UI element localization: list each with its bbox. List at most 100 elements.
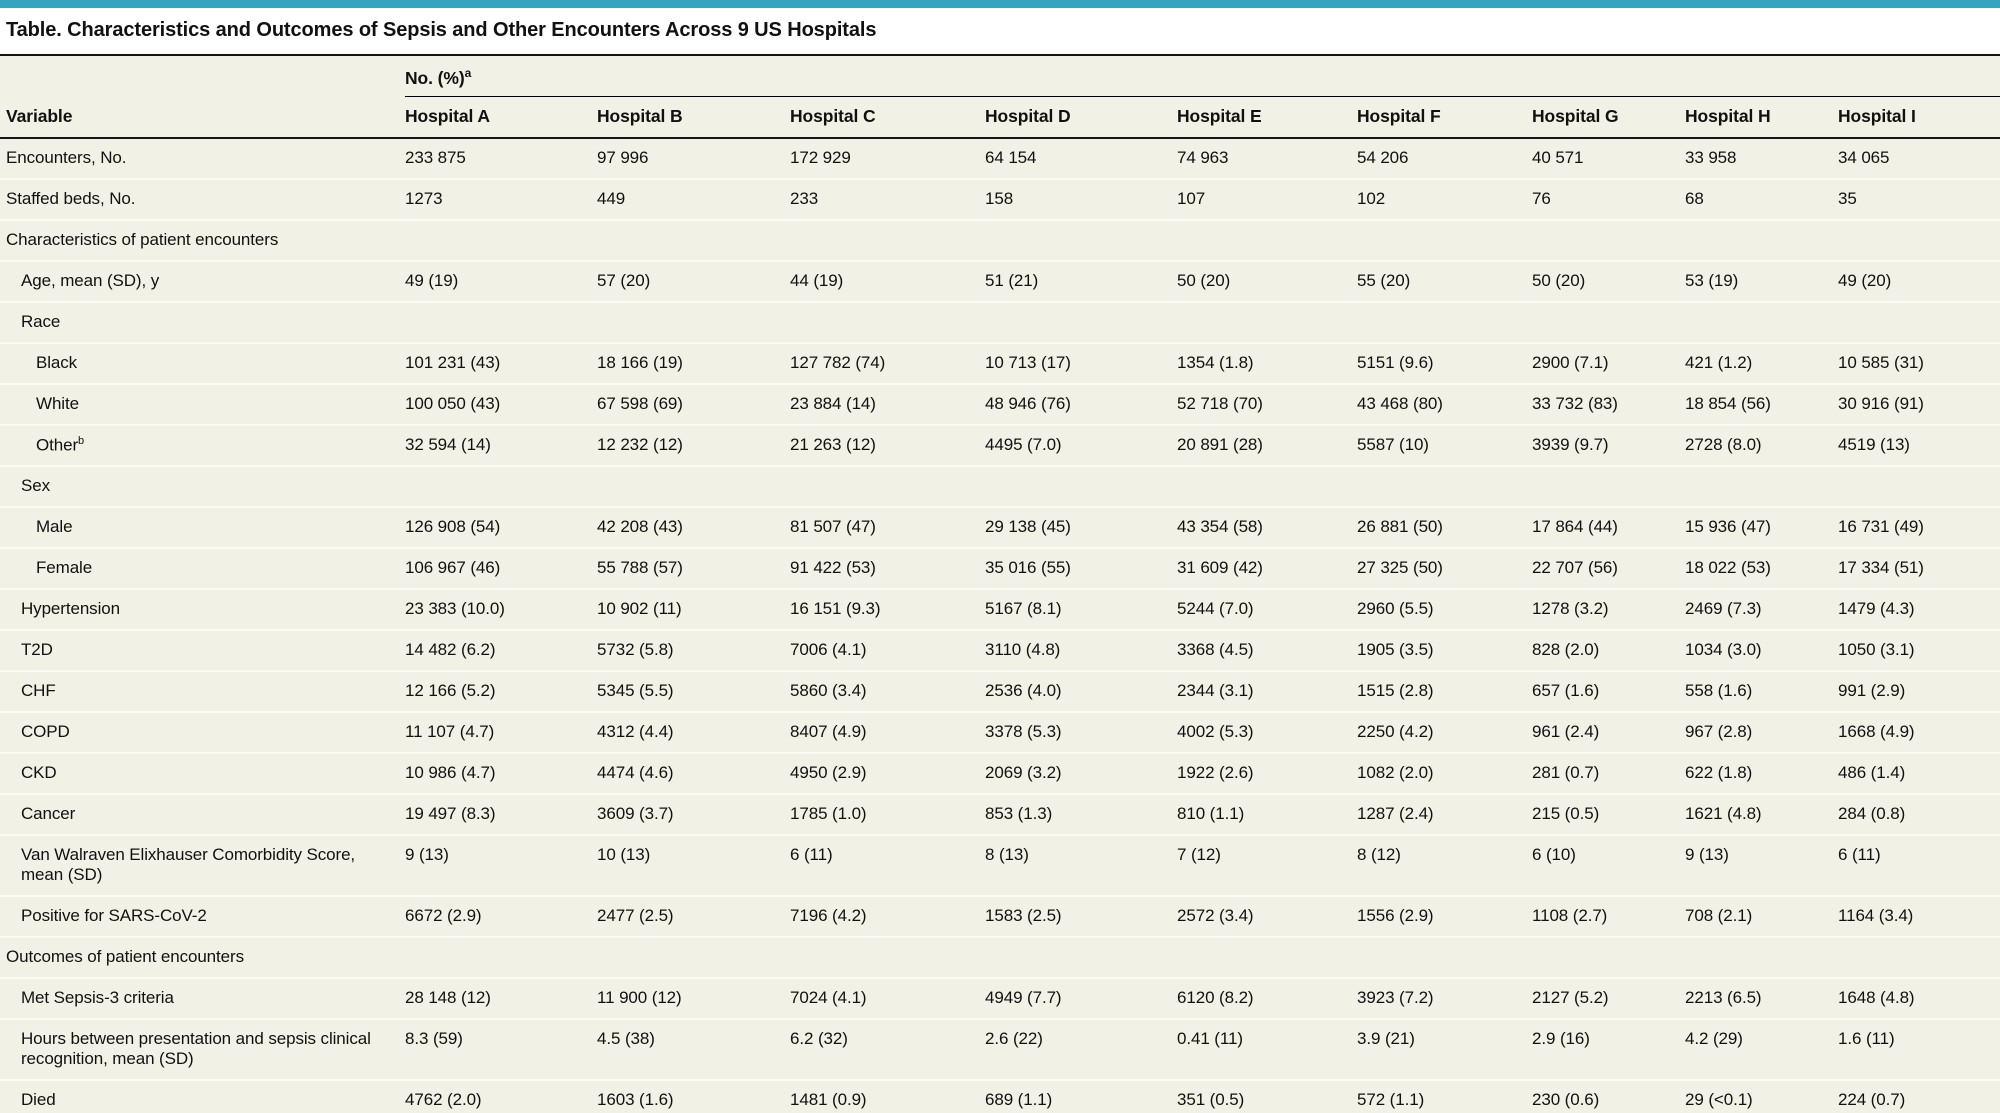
value-cell: 6 (11) bbox=[1838, 835, 2000, 898]
value-cell: 233 bbox=[790, 178, 985, 221]
group-header-cell: No. (%)a bbox=[405, 56, 2000, 97]
value-cell: 1922 (2.6) bbox=[1177, 753, 1357, 796]
value-cell: 4950 (2.9) bbox=[790, 753, 985, 796]
value-cell: 1621 (4.8) bbox=[1685, 794, 1838, 837]
row-label: Positive for SARS-CoV-2 bbox=[21, 906, 207, 926]
row-label: Other bbox=[36, 435, 79, 455]
value-cell: 5151 (9.6) bbox=[1357, 342, 1532, 385]
table-row: Died 4762 (2.0) 1603 (1.6) 1481 (0.9) 689 (1… bbox=[0, 1080, 2000, 1113]
value-cell: 11 900 (12) bbox=[597, 978, 790, 1021]
row-label: Encounters, No. bbox=[6, 147, 127, 167]
value-cell: 486 (1.4) bbox=[1838, 753, 2000, 796]
value-cell: 828 (2.0) bbox=[1532, 630, 1685, 673]
value-cell: 2960 (5.5) bbox=[1357, 589, 1532, 632]
section-row: Characteristics of patient encounters bbox=[0, 219, 2000, 262]
column-header-hospital-d: Hospital D bbox=[985, 96, 1177, 139]
value-cell: 5587 (10) bbox=[1357, 424, 1532, 468]
table-row: Hypertension 23 383 (10.0) 10 902 (11) 16 1… bbox=[0, 589, 2000, 632]
value-cell: 57 (20) bbox=[597, 260, 790, 303]
value-cell: 8 (12) bbox=[1357, 835, 1532, 898]
row-label: Hours between presentation and sepsis cl… bbox=[21, 1029, 371, 1069]
value-cell: 558 (1.6) bbox=[1685, 671, 1838, 714]
row-label: Outcomes of patient encounters bbox=[6, 947, 244, 967]
value-cell: 3609 (3.7) bbox=[597, 794, 790, 837]
value-cell: 49 (20) bbox=[1838, 260, 2000, 303]
value-cell: 64 154 bbox=[985, 137, 1177, 180]
value-cell: 215 (0.5) bbox=[1532, 794, 1685, 837]
value-cell: 1278 (3.2) bbox=[1532, 589, 1685, 632]
row-label: CKD bbox=[21, 763, 57, 783]
value-cell: 172 929 bbox=[790, 137, 985, 180]
column-header-hospital-e: Hospital E bbox=[1177, 96, 1357, 139]
table-row: COPD 11 107 (4.7) 4312 (4.4) 8407 (4.9) 3378… bbox=[0, 712, 2000, 755]
row-label: Male bbox=[36, 517, 73, 537]
value-cell: 572 (1.1) bbox=[1357, 1080, 1532, 1113]
value-cell: 1668 (4.9) bbox=[1838, 712, 2000, 755]
value-cell: 54 206 bbox=[1357, 137, 1532, 180]
value-cell: 421 (1.2) bbox=[1685, 342, 1838, 385]
row-label: COPD bbox=[21, 722, 70, 742]
value-cell: 31 609 (42) bbox=[1177, 548, 1357, 591]
row-label: Van Walraven Elixhauser Comorbidity Scor… bbox=[21, 845, 356, 885]
value-cell: 5732 (5.8) bbox=[597, 630, 790, 673]
value-cell: 1273 bbox=[405, 178, 597, 221]
value-cell: 26 881 (50) bbox=[1357, 507, 1532, 550]
value-cell: 8 (13) bbox=[985, 835, 1177, 898]
value-cell: 4949 (7.7) bbox=[985, 978, 1177, 1021]
value-cell: 43 468 (80) bbox=[1357, 383, 1532, 426]
row-label: Met Sepsis-3 criteria bbox=[21, 988, 174, 1008]
value-cell: 17 864 (44) bbox=[1532, 507, 1685, 550]
value-cell: 35 016 (55) bbox=[985, 548, 1177, 591]
table-row: Positive for SARS-CoV-2 6672 (2.9) 2477 (2… bbox=[0, 896, 2000, 939]
value-cell: 3378 (5.3) bbox=[985, 712, 1177, 755]
value-cell: 52 718 (70) bbox=[1177, 383, 1357, 426]
value-cell: 55 788 (57) bbox=[597, 548, 790, 591]
value-cell: 1785 (1.0) bbox=[790, 794, 985, 837]
value-cell: 22 707 (56) bbox=[1532, 548, 1685, 591]
table-row: Otherb 32 594 (14) 12 232 (12) 21 263 (12) 4… bbox=[0, 424, 2000, 468]
value-cell: 2.6 (22) bbox=[985, 1019, 1177, 1082]
value-cell: 284 (0.8) bbox=[1838, 794, 2000, 837]
value-cell: 81 507 (47) bbox=[790, 507, 985, 550]
row-label: Died bbox=[21, 1090, 56, 1110]
value-cell: 1050 (3.1) bbox=[1838, 630, 2000, 673]
value-cell: 4002 (5.3) bbox=[1177, 712, 1357, 755]
value-cell: 0.41 (11) bbox=[1177, 1019, 1357, 1082]
value-cell: 351 (0.5) bbox=[1177, 1080, 1357, 1113]
value-cell: 35 bbox=[1838, 178, 2000, 221]
value-cell: 4762 (2.0) bbox=[405, 1080, 597, 1113]
value-cell: 7196 (4.2) bbox=[790, 896, 985, 939]
column-header-variable: Variable bbox=[0, 96, 405, 139]
value-cell: 49 (19) bbox=[405, 260, 597, 303]
value-cell: 27 325 (50) bbox=[1357, 548, 1532, 591]
value-cell: 1108 (2.7) bbox=[1532, 896, 1685, 939]
value-cell: 126 908 (54) bbox=[405, 507, 597, 550]
footnote-marker-a: a bbox=[464, 66, 472, 80]
value-cell: 12 166 (5.2) bbox=[405, 671, 597, 714]
table-row: CKD 10 986 (4.7) 4474 (4.6) 4950 (2.9) 2069 … bbox=[0, 753, 2000, 796]
column-header-hospital-i: Hospital I bbox=[1838, 96, 2000, 139]
value-cell: 3939 (9.7) bbox=[1532, 424, 1685, 468]
value-cell: 2900 (7.1) bbox=[1532, 342, 1685, 385]
value-cell: 11 107 (4.7) bbox=[405, 712, 597, 755]
section-row: Race bbox=[0, 301, 2000, 344]
table-row: Encounters, No. 233 875 97 996 172 929 64 15… bbox=[0, 137, 2000, 180]
value-cell: 1354 (1.8) bbox=[1177, 342, 1357, 385]
value-cell: 42 208 (43) bbox=[597, 507, 790, 550]
value-cell: 1905 (3.5) bbox=[1357, 630, 1532, 673]
value-cell: 44 (19) bbox=[790, 260, 985, 303]
table-row: CHF 12 166 (5.2) 5345 (5.5) 5860 (3.4) 2536 … bbox=[0, 671, 2000, 714]
column-header-hospital-h: Hospital H bbox=[1685, 96, 1838, 139]
value-cell: 2572 (3.4) bbox=[1177, 896, 1357, 939]
value-cell: 1603 (1.6) bbox=[597, 1080, 790, 1113]
value-cell: 10 902 (11) bbox=[597, 589, 790, 632]
value-cell: 8.3 (59) bbox=[405, 1019, 597, 1082]
column-header-hospital-c: Hospital C bbox=[790, 96, 985, 139]
value-cell: 9 (13) bbox=[405, 835, 597, 898]
value-cell: 3368 (4.5) bbox=[1177, 630, 1357, 673]
group-header-row: No. (%)a bbox=[0, 56, 2000, 97]
row-label: Female bbox=[36, 558, 93, 578]
value-cell: 3110 (4.8) bbox=[985, 630, 1177, 673]
value-cell: 6120 (8.2) bbox=[1177, 978, 1357, 1021]
value-cell: 991 (2.9) bbox=[1838, 671, 2000, 714]
